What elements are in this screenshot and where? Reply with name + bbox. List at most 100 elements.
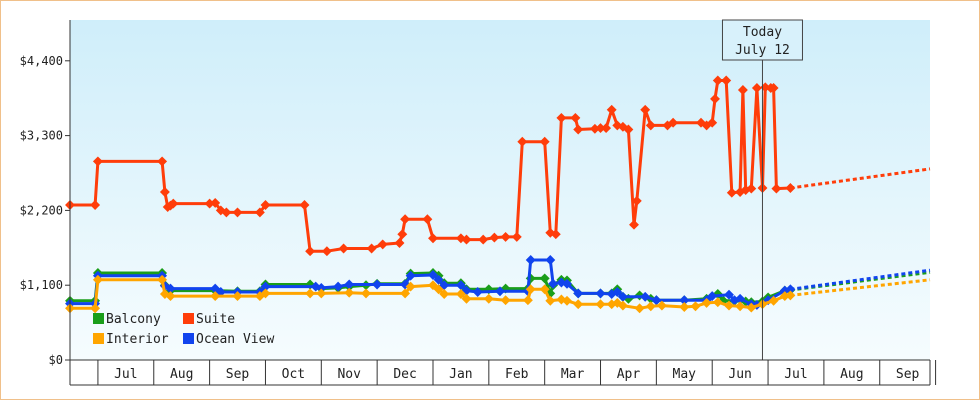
x-tick-label: Jan [449,367,472,382]
data-point-suite [771,183,782,194]
data-point-ocean-view [785,284,796,295]
data-point-suite [377,239,388,250]
data-point-suite [707,117,718,128]
data-point-ocean-view [405,270,416,281]
legend-swatch-ocean-view [183,333,194,344]
data-point-suite [746,183,757,194]
data-point-suite [573,124,584,135]
data-point-suite [221,207,232,218]
data-point-interior [712,297,723,308]
y-tick-label: $3,300 [20,129,63,143]
data-point-suite [640,104,651,115]
data-point-suite [631,195,642,206]
data-point-interior [165,291,176,302]
data-point-ocean-view [472,287,483,297]
data-point-suite [629,219,639,230]
data-point-suite [92,156,103,167]
y-tick-label: $0 [49,353,63,367]
data-point-interior [785,290,796,301]
data-point-ocean-view [455,280,466,291]
series-suite [65,75,796,257]
x-tick-label: Sep [226,367,250,382]
data-point-ocean-view [617,291,628,302]
data-point-interior [400,288,411,299]
series-interior [65,274,796,314]
data-point-ocean-view [428,270,438,280]
data-point-ocean-view [724,289,734,300]
legend-swatch-balcony [93,313,104,324]
x-tick-label: Aug [840,367,863,382]
data-point-suite [721,75,732,86]
data-point-suite [539,136,550,147]
data-point-interior [679,302,690,312]
x-tick-label: May [673,367,697,382]
data-point-ocean-view [573,288,584,299]
y-tick-label: $1,100 [20,278,63,292]
data-point-suite [305,246,316,257]
data-point-interior [595,299,606,310]
data-point-suite [397,229,408,240]
x-tick-label: Oct [282,367,305,382]
data-point-suite [726,187,737,198]
data-point-ocean-view [595,288,606,299]
data-point-suite [556,112,567,123]
y-tick-label: $2,200 [20,203,63,217]
data-point-suite [737,85,748,95]
data-point-suite [428,233,438,244]
data-point-suite [570,112,581,123]
data-point-interior [768,295,779,306]
legend-label-interior: Interior [106,332,169,347]
today-label-line1: Today [743,25,782,40]
data-point-ocean-view [651,295,662,306]
data-point-interior [617,300,628,311]
data-point-suite [168,198,179,209]
data-point-suite [668,117,679,128]
data-point-suite [321,246,332,257]
data-point-ocean-view [495,286,505,297]
data-point-suite [338,243,349,254]
data-point-interior [361,288,371,299]
data-point-interior [645,301,656,312]
data-point-ocean-view [344,279,355,290]
data-point-interior [525,284,536,295]
legend-swatch-interior [93,333,104,344]
data-point-ocean-view [612,287,623,297]
data-point-interior [701,297,712,308]
data-point-interior [522,295,533,306]
data-point-suite [710,93,720,104]
data-point-ocean-view [165,283,176,294]
x-tick-label: Mar [561,367,585,382]
x-tick-label: Sep [896,367,920,382]
projection-ocean-view [790,268,931,291]
data-point-suite [595,123,606,134]
data-point-interior [439,289,450,299]
data-point-suite [478,234,489,245]
data-point-ocean-view [735,293,746,304]
today-label-box [721,19,803,61]
data-point-ocean-view [260,281,271,292]
data-point-interior [735,301,746,312]
data-point-interior [344,287,355,298]
data-point-ocean-view [316,282,327,293]
data-point-interior [305,288,316,299]
data-point-interior [746,302,757,313]
data-point-suite [550,229,561,240]
data-point-ocean-view [545,255,556,265]
data-point-suite [394,238,405,248]
data-point-ocean-view [562,278,572,289]
data-point-suite [623,124,634,135]
data-point-interior [724,300,734,311]
data-point-suite [159,187,170,197]
data-point-suite [461,234,472,245]
data-point-suite [422,214,433,225]
legend-label-ocean-view: Ocean View [196,332,274,347]
data-point-suite [90,200,101,210]
data-point-interior [316,288,327,299]
x-tick-label: Feb [505,367,529,382]
data-point-ocean-view [707,291,718,302]
plot-area [70,20,930,360]
legend-label-suite: Suite [196,312,235,327]
data-point-suite [254,207,265,218]
